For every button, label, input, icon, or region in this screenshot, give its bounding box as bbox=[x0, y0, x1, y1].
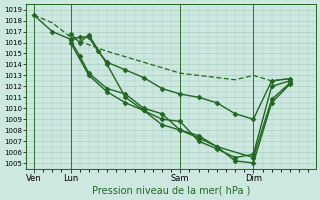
X-axis label: Pression niveau de la mer( hPa ): Pression niveau de la mer( hPa ) bbox=[92, 186, 250, 196]
